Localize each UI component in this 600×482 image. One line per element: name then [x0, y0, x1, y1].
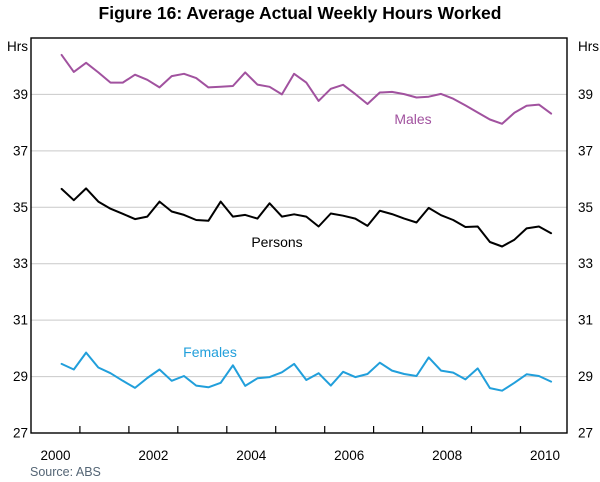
y-tick-label-left: 29 — [13, 369, 28, 384]
y-tick-label-left: 35 — [13, 200, 28, 215]
chart-title: Figure 16: Average Actual Weekly Hours W… — [98, 3, 502, 23]
x-tick-label: 2008 — [432, 448, 462, 463]
x-tick-label: 2004 — [236, 448, 267, 463]
y-tick-label-left: 39 — [13, 87, 28, 102]
females-series-label: Females — [183, 344, 237, 360]
x-tick-label: 2000 — [40, 448, 70, 463]
males-series-label: Males — [394, 111, 431, 127]
y-axis-unit-right: Hrs — [578, 39, 599, 54]
y-tick-label-right: 29 — [578, 369, 593, 384]
x-tick-label: 2002 — [138, 448, 168, 463]
y-tick-label-left: 37 — [13, 143, 28, 158]
y-tick-label-right: 35 — [578, 200, 593, 215]
females-line — [60, 351, 553, 392]
y-tick-label-left: 33 — [13, 256, 28, 271]
y-tick-label-right: 27 — [578, 426, 593, 441]
y-tick-label-right: 31 — [578, 313, 593, 328]
y-tick-label-left: 27 — [13, 426, 28, 441]
x-tick-label: 2010 — [530, 448, 560, 463]
y-tick-label-right: 37 — [578, 143, 593, 158]
plot-frame — [30, 37, 568, 434]
y-tick-label-left: 31 — [13, 313, 28, 328]
persons-line — [60, 187, 553, 248]
y-tick-label-right: 39 — [578, 87, 593, 102]
y-tick-label-right: 33 — [578, 256, 593, 271]
source-note: Source: ABS — [30, 465, 101, 479]
y-axis-unit-left: Hrs — [7, 39, 28, 54]
persons-series-label: Persons — [251, 234, 302, 250]
x-tick-label: 2006 — [334, 448, 364, 463]
males-line — [60, 53, 553, 125]
